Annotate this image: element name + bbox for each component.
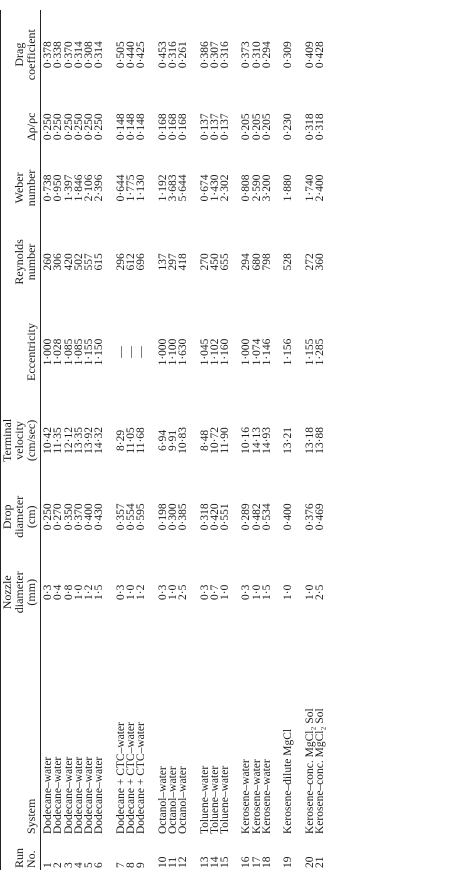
spacer-cell (294, 10, 305, 870)
cell-density-ratio: 0·250 (93, 113, 106, 141)
cell-reynolds-number: 360 (313, 253, 326, 271)
header-row: Run No. System Nozzle diameter (mm) Drop dia… (0, 10, 41, 870)
cell-drag-coefficient: 0·314 (93, 41, 106, 69)
group-spacer (189, 10, 200, 870)
cell-drag-coefficient: 0·261 (177, 41, 190, 69)
table-row: 9 Dodecane + CTC–water 1·2 0·595 11·68 — 696 1·… (135, 10, 148, 870)
cell-system-name: Dodecane–water (93, 756, 106, 834)
table-row: 15 Toluene–water 1·0 0·551 11·90 1·160 655 2·30… (219, 10, 232, 870)
cell-reynolds-number: 655 (219, 253, 232, 271)
cell-nozzle-diameter: 1·5 (261, 584, 274, 600)
cell-nozzle-diameter: 1·0 (282, 584, 295, 600)
cell-run-number: 21 (313, 856, 326, 869)
cell-weber-number: 1·880 (282, 174, 295, 202)
cell-density-ratio: 0·168 (177, 113, 190, 141)
cell-nozzle-diameter: 1·2 (135, 584, 148, 600)
table-row: 12 Octanol–water 2·5 0·385 10·83 1·630 418 5·64… (177, 10, 190, 870)
cell-system-name: Kerosene–conc. MgCl₂ Sol (313, 708, 326, 834)
col-run-no: Run No. (12, 847, 38, 868)
cell-terminal-velocity: 14·32 (93, 426, 106, 454)
cell-system-name: Kerosene–dilute MgCl (282, 728, 295, 834)
table-row: 18 Kerosene–water 1·5 0·534 14·93 1·146 798 3·2… (261, 10, 274, 870)
table-header: Run No. System Nozzle diameter (mm) Drop dia… (0, 10, 41, 870)
col-density-ratio: Δρ/ρc (24, 112, 38, 141)
cell-density-ratio: 0·318 (313, 113, 326, 141)
cell-system-name: Toluene–water (219, 765, 232, 834)
cell-drop-diameter: 0·534 (261, 503, 274, 531)
cell-drop-diameter: 0·385 (177, 503, 190, 531)
drop-data-table: Run No. System Nozzle diameter (mm) Drop dia… (0, 10, 326, 870)
col-eccentricity: Eccentricity (24, 323, 38, 381)
cell-eccentricity: 1·156 (282, 338, 295, 366)
cell-reynolds-number: 615 (93, 253, 106, 271)
cell-drag-coefficient: 0·294 (261, 41, 274, 69)
cell-drag-coefficient: 0·428 (313, 41, 326, 69)
col-weber-number: Weber number (12, 169, 38, 207)
cell-reynolds-number: 418 (177, 253, 190, 271)
cell-weber-number: 2·302 (219, 174, 232, 202)
cell-density-ratio: 0·205 (261, 113, 274, 141)
cell-system-name: Dodecane + CTC–water (135, 722, 148, 834)
cell-drop-diameter: 0·551 (219, 503, 232, 531)
cell-terminal-velocity: 13·88 (313, 426, 326, 454)
cell-run-number: 15 (219, 856, 232, 869)
cell-eccentricity: 1·160 (219, 338, 232, 366)
cell-weber-number: 5·644 (177, 174, 190, 202)
cell-eccentricity: 1·630 (177, 338, 190, 366)
col-drop-diameter: Drop diameter (cm) (0, 495, 38, 538)
cell-system-name: Octanol–water (177, 766, 190, 834)
spacer-cell (189, 10, 200, 870)
cell-system-name: Kerosene–water (261, 759, 274, 834)
cell-density-ratio: 0·230 (282, 113, 295, 141)
cell-nozzle-diameter: 2·5 (313, 584, 326, 600)
cell-run-number: 12 (177, 856, 190, 869)
cell-terminal-velocity: 14·93 (261, 426, 274, 454)
col-nozzle-diameter: Nozzle diameter (mm) (0, 571, 38, 614)
cell-run-number: 9 (135, 862, 148, 868)
cell-drag-coefficient: 0·309 (282, 41, 295, 69)
cell-reynolds-number: 696 (135, 253, 148, 271)
table-row: 6 Dodecane–water 1·5 0·430 14·32 1·150 615 2·39… (93, 10, 106, 870)
cell-nozzle-diameter: 1·5 (93, 584, 106, 600)
cell-eccentricity: 1·146 (261, 338, 274, 366)
cell-drop-diameter: 0·430 (93, 503, 106, 531)
cell-terminal-velocity: 10·83 (177, 426, 190, 454)
cell-reynolds-number: 798 (261, 253, 274, 271)
col-drag-coefficient: Drag coefficient (12, 29, 38, 81)
cell-eccentricity: — (135, 346, 148, 358)
cell-drop-diameter: 0·400 (282, 503, 295, 531)
col-system: System (24, 798, 38, 834)
cell-weber-number: 1·130 (135, 174, 148, 202)
cell-terminal-velocity: 11·90 (219, 427, 232, 454)
cell-reynolds-number: 528 (282, 253, 295, 271)
cell-run-number: 19 (282, 856, 295, 869)
cell-eccentricity: 1·285 (313, 338, 326, 366)
cell-drag-coefficient: 0·425 (135, 41, 148, 69)
col-terminal-velocity: Terminal velocity (cm/sec) (0, 418, 38, 462)
table-row: 19 Kerosene–dilute MgCl 1·0 0·400 13·21 1·156… (282, 10, 295, 870)
cell-terminal-velocity: 13·21 (282, 426, 295, 454)
cell-weber-number: 2·400 (313, 174, 326, 202)
cell-run-number: 18 (261, 856, 274, 869)
cell-weber-number: 3·200 (261, 174, 274, 202)
cell-density-ratio: 0·148 (135, 113, 148, 141)
cell-weber-number: 2·396 (93, 174, 106, 202)
cell-nozzle-diameter: 2·5 (177, 584, 190, 600)
cell-eccentricity: 1·150 (93, 338, 106, 366)
cell-run-number: 6 (93, 862, 106, 868)
col-reynolds-number: Reynolds number (12, 239, 38, 285)
cell-drop-diameter: 0·595 (135, 503, 148, 531)
cell-density-ratio: 0·137 (219, 113, 232, 141)
table-row: 21 Kerosene–conc. MgCl₂ Sol 2·5 0·469 13·88 1… (313, 10, 326, 870)
group-spacer (294, 10, 305, 870)
cell-terminal-velocity: 11·68 (135, 427, 148, 454)
cell-nozzle-diameter: 1·0 (219, 584, 232, 600)
cell-drag-coefficient: 0·316 (219, 41, 232, 69)
table-body: 1 Dodecane–water 0·3 0·250 10·42 1·000 260 0·73… (41, 10, 326, 870)
cell-drop-diameter: 0·469 (313, 503, 326, 531)
